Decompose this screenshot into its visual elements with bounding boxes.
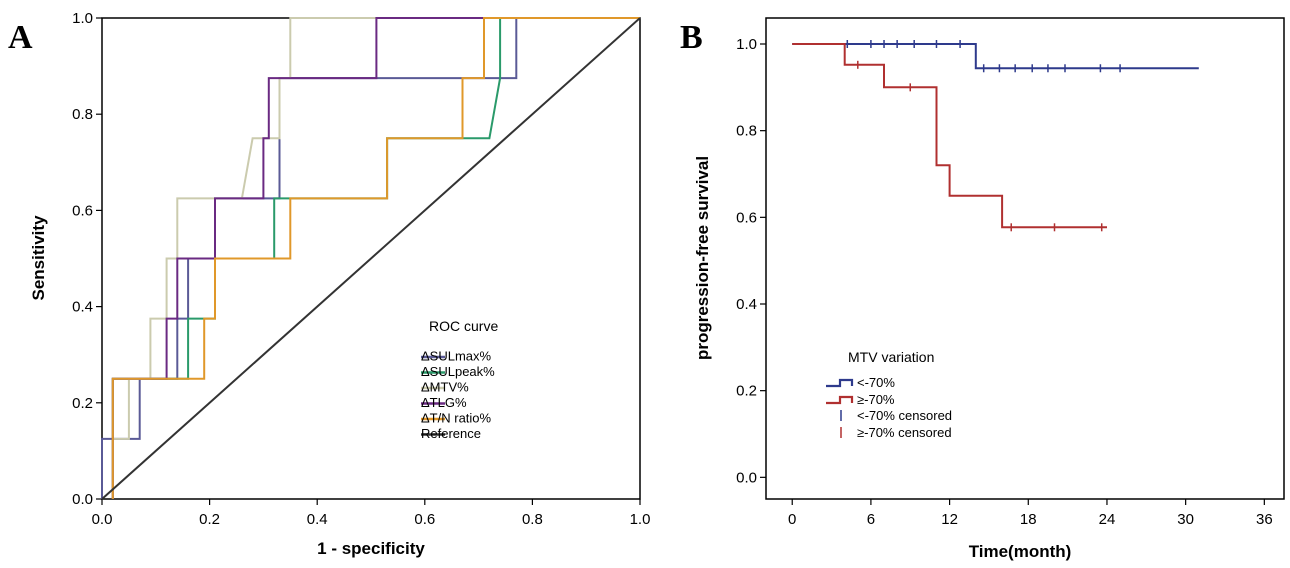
km-x-tick-label: 6: [867, 511, 875, 528]
roc-series-line: [101, 17, 641, 500]
km-x-tick-label: 0: [788, 511, 796, 528]
km-y-axis-title: progression-free survival: [693, 156, 712, 360]
km-legend-title: MTV variation: [848, 349, 934, 365]
km-legend-swatch: [826, 395, 854, 405]
km-x-tick-label: 36: [1256, 511, 1273, 528]
km-legend-swatch: [826, 378, 854, 388]
km-x-tick-label: 12: [941, 511, 958, 528]
roc-series-line: [111, 17, 640, 499]
roc-y-tick-label: 0.0: [72, 491, 93, 508]
km-x-tick-label: 30: [1177, 511, 1194, 528]
roc-legend-label: ΔMTV%: [421, 380, 469, 395]
km-plot-frame: [765, 17, 1285, 500]
roc-y-tick-label: 1.0: [72, 10, 93, 27]
km-legend-label: <-70%: [857, 375, 895, 390]
km-x-tick-label: 18: [1020, 511, 1037, 528]
roc-legend-title: ROC curve: [429, 318, 498, 334]
km-series-line: [792, 43, 1107, 229]
roc-x-axis-title: 1 - specificity: [317, 539, 425, 558]
roc-x-tick-label: 0.2: [199, 511, 220, 528]
km-y-tick-label: 1.0: [736, 36, 757, 53]
roc-legend-label: ΔSULpeak%: [421, 364, 495, 379]
km-legend-label: <-70% censored: [857, 408, 952, 423]
km-y-tick-label: 0.8: [736, 123, 757, 140]
roc-series-line: [111, 17, 640, 499]
km-y-tick-label: 0.4: [736, 296, 757, 313]
roc-series-line: [111, 17, 640, 499]
roc-x-tick-label: 0.8: [522, 511, 543, 528]
km-x-tick-label: 24: [1099, 511, 1116, 528]
km-y-tick-label: 0.2: [736, 383, 757, 400]
roc-panel: A 0.00.20.40.60.81.0 0.0 0.2 0.4 0.6 0.8 1.0 …: [8, 10, 650, 558]
roc-legend-label: Reference: [421, 426, 481, 441]
roc-y-tick-label: 0.8: [72, 106, 93, 123]
roc-x-tick-label: 0.0: [92, 511, 113, 528]
km-legend: MTV variation <-70% ≥-70%<-70% censored ≥-…: [826, 349, 952, 440]
km-x-axis-title: Time(month): [969, 542, 1072, 561]
panel-label-a: A: [8, 19, 33, 56]
roc-legend-label: ΔTLG%: [421, 395, 467, 410]
roc-x-tick-label: 1.0: [630, 511, 651, 528]
km-y-tick-label: 0.6: [736, 209, 757, 226]
km-legend-label: ≥-70%: [857, 392, 895, 407]
km-legend-label: ≥-70% censored: [857, 425, 952, 440]
panel-label-b: B: [680, 19, 703, 56]
roc-legend: ROC curve ΔSULmax%ΔSULpeak%ΔMTV%ΔTLG%ΔT/…: [421, 318, 498, 441]
km-panel: B 0.0 0.2 0.4 0.6 0.8 1.0 0 6 12 18 24 30 36 Time(m…: [680, 17, 1285, 561]
roc-legend-label: ΔT/N ratio%: [421, 411, 492, 426]
roc-x-tick-label: 0.6: [414, 511, 435, 528]
km-y-tick-label: 0.0: [736, 469, 757, 486]
roc-y-tick-label: 0.4: [72, 299, 93, 316]
roc-y-tick-label: 0.6: [72, 202, 93, 219]
roc-y-tick-label: 0.2: [72, 395, 93, 412]
roc-legend-label: ΔSULmax%: [421, 349, 492, 364]
roc-x-tick-label: 0.4: [307, 511, 328, 528]
roc-y-axis-title: Sensitivity: [29, 215, 48, 301]
